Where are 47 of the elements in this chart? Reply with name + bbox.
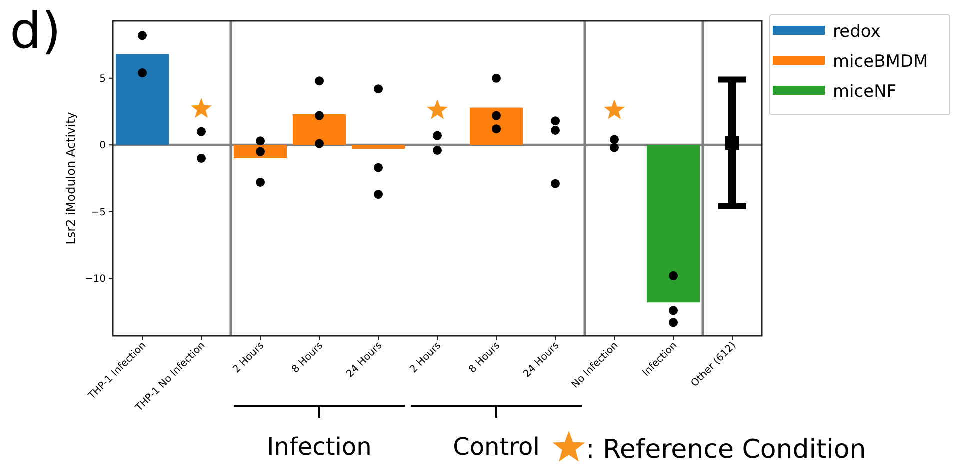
point xyxy=(191,98,212,118)
point xyxy=(138,31,147,40)
point xyxy=(433,131,442,140)
text: Control xyxy=(453,433,540,461)
point xyxy=(315,76,324,86)
y-tick-label: 0 xyxy=(100,140,106,152)
bar xyxy=(116,54,170,146)
point xyxy=(197,127,206,136)
bar xyxy=(470,108,524,146)
point xyxy=(551,126,560,135)
point xyxy=(315,139,324,148)
bar xyxy=(646,145,700,303)
point xyxy=(374,163,383,172)
bar xyxy=(234,145,288,158)
point xyxy=(256,178,265,188)
legend-label: miceBMDM xyxy=(833,52,928,72)
point xyxy=(492,74,501,83)
point xyxy=(374,190,383,200)
legend-label: redox xyxy=(833,22,881,42)
point xyxy=(610,143,619,152)
point xyxy=(138,68,147,78)
text: : Reference Condition xyxy=(586,435,866,465)
y-tick-label: −10 xyxy=(84,274,106,286)
point xyxy=(492,111,501,120)
point xyxy=(669,306,678,316)
y-tick-label: −5 xyxy=(91,207,106,218)
bar xyxy=(292,114,346,146)
point xyxy=(433,146,442,155)
point xyxy=(492,124,501,134)
text: Infection xyxy=(267,433,372,461)
point xyxy=(604,99,625,120)
bar xyxy=(352,145,406,150)
point xyxy=(551,179,560,188)
text: d) xyxy=(10,2,62,60)
point xyxy=(610,135,619,144)
point xyxy=(374,84,383,94)
point xyxy=(669,271,678,280)
point xyxy=(551,116,560,126)
point xyxy=(427,99,448,120)
point xyxy=(256,147,265,156)
legend-label: miceNF xyxy=(833,82,897,102)
point xyxy=(315,111,324,120)
point xyxy=(197,154,206,163)
y-tick-label: 5 xyxy=(100,74,106,85)
point xyxy=(669,318,678,328)
y-axis-title: Lsr2 iModulon Activity xyxy=(64,112,78,245)
point xyxy=(256,136,265,146)
